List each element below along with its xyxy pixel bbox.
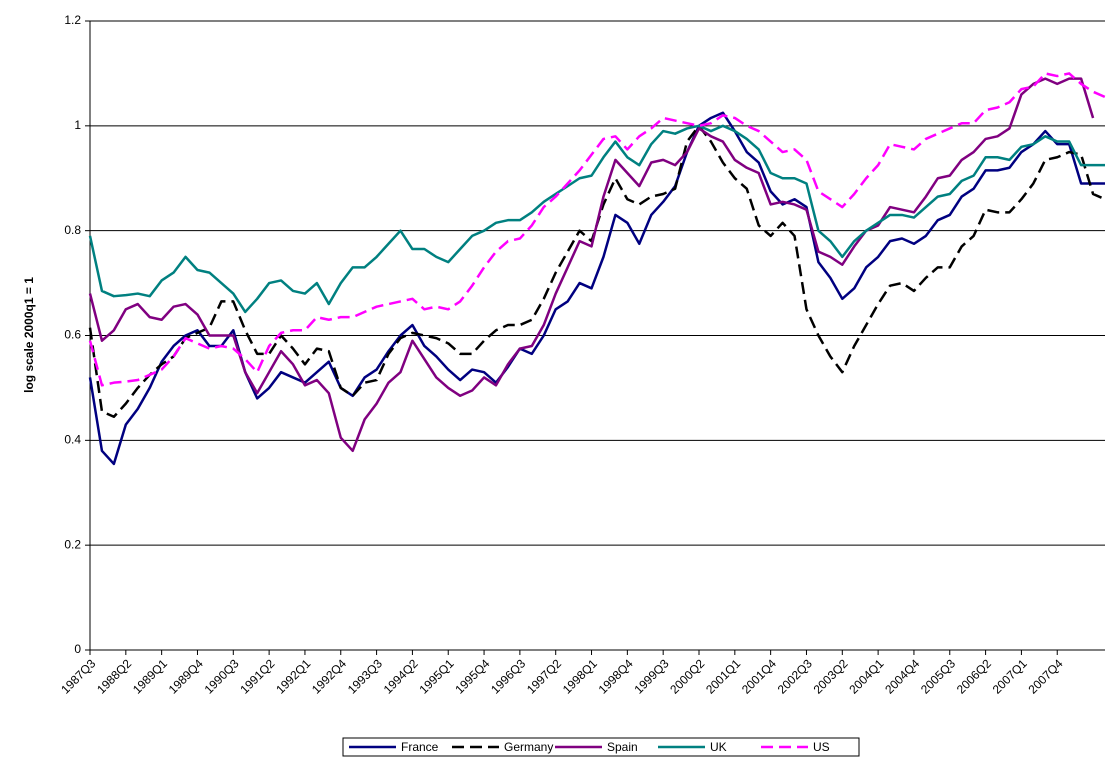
x-tick-label: 2004Q4: [882, 656, 922, 696]
x-tick-label: 2007Q4: [1026, 656, 1066, 696]
x-tick-label: 2001Q1: [703, 656, 743, 696]
series-line: [88, 72, 1106, 387]
y-tick-label: 1: [74, 118, 81, 132]
x-tick-label: 2003Q2: [811, 656, 851, 696]
x-tick-label: 1996Q3: [488, 656, 528, 696]
legend-label: Spain: [607, 740, 638, 754]
legend-label: Germany: [504, 740, 553, 754]
x-tick-label: 1998Q4: [596, 656, 636, 696]
legend-label: US: [813, 740, 830, 754]
x-tick-label: 1995Q4: [452, 656, 492, 696]
x-tick-label: 1995Q1: [417, 656, 457, 696]
x-tick-label: 2001Q4: [739, 656, 779, 696]
x-tick-label: 1993Q3: [345, 656, 385, 696]
x-tick-label: 2007Q1: [990, 656, 1030, 696]
x-tick-label: 1990Q3: [202, 656, 242, 696]
x-tick-label: 1994Q2: [381, 656, 421, 696]
y-tick-label: 0.6: [64, 328, 81, 342]
x-tick-label: 1989Q4: [166, 656, 206, 696]
x-tick-label: 2000Q2: [667, 656, 707, 696]
legend-label: UK: [710, 740, 727, 754]
x-tick-label: 1998Q1: [560, 656, 600, 696]
x-tick-label: 2004Q1: [846, 656, 886, 696]
y-axis-title: log scale 2000q1 = 1: [22, 277, 36, 393]
y-tick-label: 0.4: [64, 433, 81, 447]
x-tick-label: 1992Q1: [273, 656, 313, 696]
x-tick-label: 1991Q2: [237, 656, 277, 696]
y-tick-label: 0.2: [64, 537, 81, 551]
y-tick-label: 0: [74, 642, 81, 656]
series-line: [88, 77, 1095, 453]
x-tick-label: 1988Q2: [94, 656, 134, 696]
x-tick-label: 1997Q2: [524, 656, 564, 696]
y-tick-label: 1.2: [64, 13, 81, 27]
x-tick-label: 1992Q4: [309, 656, 349, 696]
x-tick-label: 2005Q3: [918, 656, 958, 696]
x-tick-label: 2002Q3: [775, 656, 815, 696]
series-line: [88, 124, 1105, 314]
legend: France Germany Spain UK US: [342, 737, 860, 757]
series-line: [88, 111, 1105, 466]
legend-label: France: [401, 740, 439, 754]
x-tick-label: 1989Q1: [130, 656, 170, 696]
x-tick-label: 2006Q2: [954, 656, 994, 696]
y-tick-label: 0.8: [64, 223, 81, 237]
x-tick-label: 1987Q3: [58, 656, 98, 696]
x-tick-label: 1999Q3: [631, 656, 671, 696]
